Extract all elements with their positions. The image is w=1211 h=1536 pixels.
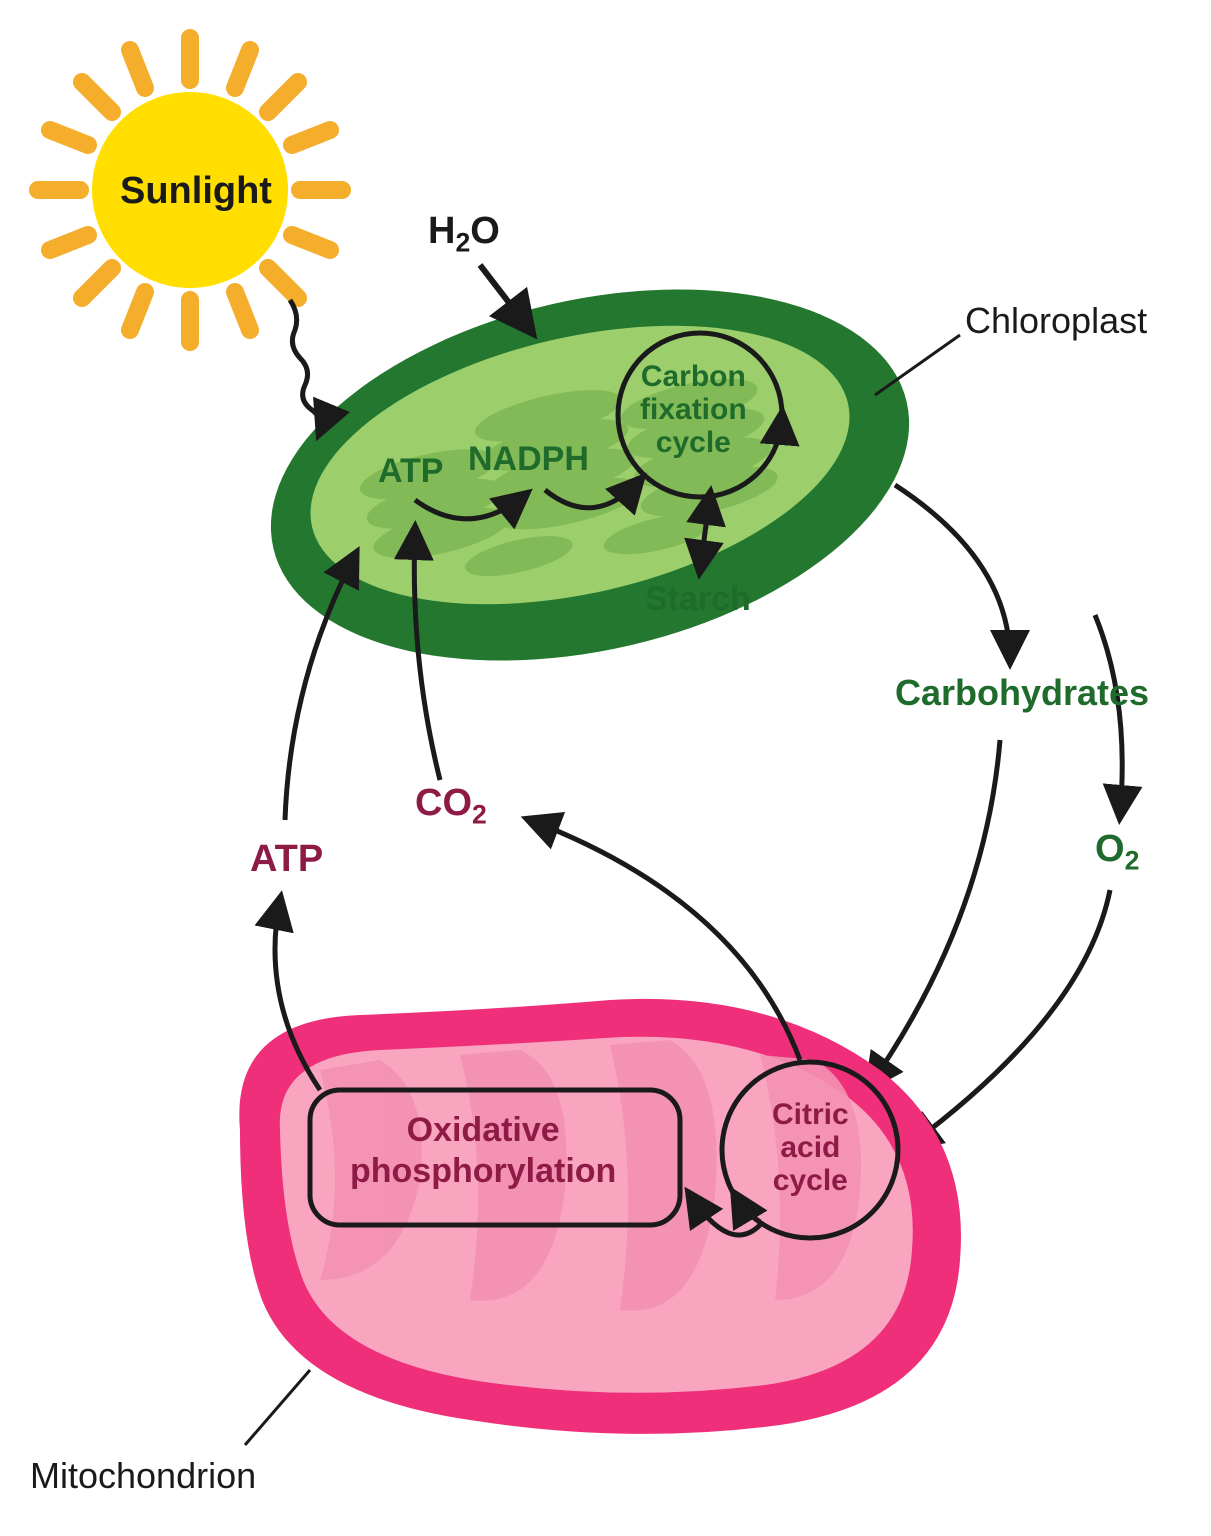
oxidative-phosphorylation-label: Oxidative phosphorylation bbox=[350, 1110, 616, 1192]
carbo-o2-arrow bbox=[1095, 615, 1122, 815]
mitochondrion-label: Mitochondrion bbox=[30, 1455, 256, 1497]
diagram-svg bbox=[0, 0, 1211, 1536]
starch-label: Starch bbox=[645, 580, 751, 619]
h2o-label: H2O bbox=[428, 210, 500, 259]
sunlight-arrow bbox=[290, 300, 321, 432]
mito-leader bbox=[245, 1370, 310, 1445]
o2-mito-arrow bbox=[910, 890, 1110, 1145]
carbohydrates-label: Carbohydrates bbox=[895, 672, 1149, 714]
chloroplast-label: Chloroplast bbox=[965, 300, 1147, 342]
carbo-citric-arrow bbox=[870, 740, 1000, 1085]
chloro-carbo-arrow bbox=[895, 485, 1010, 660]
atp-chloro-label: ATP bbox=[378, 452, 443, 491]
o2-label: O2 bbox=[1095, 828, 1139, 877]
chloroplast-icon bbox=[234, 231, 946, 718]
citric-acid-cycle-label: Citric acid cycle bbox=[772, 1098, 849, 1197]
atp-mito-label: ATP bbox=[250, 838, 323, 881]
mitochondrion-icon bbox=[239, 999, 961, 1434]
co2-label: CO2 bbox=[415, 782, 487, 831]
carbon-fixation-label: Carbon fixation cycle bbox=[640, 360, 747, 459]
nadph-label: NADPH bbox=[468, 440, 589, 479]
sunlight-label: Sunlight bbox=[120, 170, 272, 213]
